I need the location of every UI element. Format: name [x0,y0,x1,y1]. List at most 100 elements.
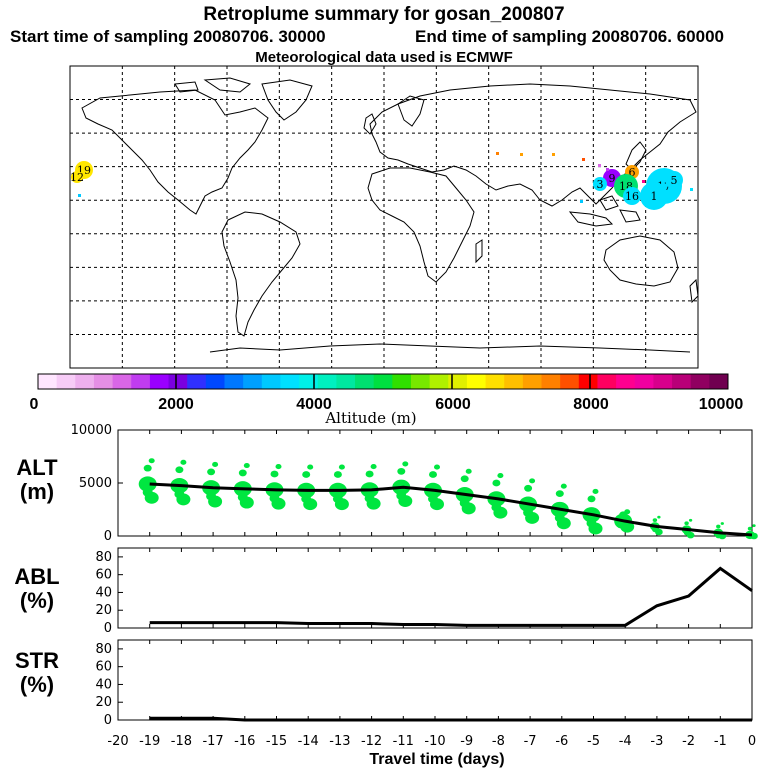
altitude-particle [752,524,756,528]
series-line [149,716,752,722]
plume-cluster-label: 3 [597,178,604,191]
altitude-particle [434,464,440,470]
panel-1: ABL(%) 80 60 40 20 0 [14,547,753,636]
altitude-particle [716,524,721,529]
end-time-label: End time of sampling 20080706. 60000 [415,27,724,46]
altitude-particle [652,527,658,533]
colorbar-cell [578,374,598,389]
colorbar-cell [709,374,729,389]
colorbar-cell [690,374,710,389]
coast-arctic-islands [174,77,252,93]
figure-title: Retroplume summary for gosan_200807 [203,4,564,25]
altitude-particle [624,509,631,515]
colorbar-tick: 0 [30,396,39,413]
altitude-particle [747,526,753,531]
y-tick-label: 0 [104,529,112,544]
plume-cluster-label: 6 [629,166,636,179]
colorbar-cell [317,374,337,389]
world-map: 191269318161715 [69,65,699,369]
altitude-particle [460,475,469,483]
coast-new-zealand [689,278,699,304]
plume-particle [520,153,523,156]
altitude-particle [560,483,567,489]
plume-particle [642,180,645,183]
altitude-particle [301,494,312,504]
colorbar-cell [560,374,580,389]
colorbar-cell [205,374,225,389]
altitude-particle [175,466,184,474]
plume-particle [606,168,609,171]
altitude-particle [750,532,758,540]
colorbar-cell [280,374,300,389]
y-tick-label: 60 [95,660,112,675]
y-tick-label: 40 [95,677,112,692]
plume-cluster-label: 5 [671,174,678,187]
colorbar-cell [634,374,654,389]
plume-particle [552,153,555,156]
x-tick-label: -15 [266,734,287,749]
start-time-label: Start time of sampling 20080706. 30000 [10,27,326,46]
plume-particle [690,188,693,191]
x-axis-label: Travel time (days) [369,751,504,768]
panel-label: ALT [16,455,58,480]
colorbar-tick: 4000 [296,396,332,413]
panel-frame [117,639,753,721]
y-tick-label: 80 [95,642,112,657]
altitude-particle [396,491,407,500]
colorbar-tick: 8000 [573,396,609,413]
altitude-particle [652,518,658,522]
altitude-particle [148,458,155,464]
altitude-particle [688,518,693,522]
met-data-label: Meteorological data used is ECMWF [255,49,513,66]
altitude-particle [142,488,153,497]
x-tick-label: -6 [555,734,568,749]
plume-cluster-marker [665,171,683,189]
x-tick-label: -19 [139,734,160,749]
colorbar-cell [429,374,449,389]
altitude-particle [657,515,661,519]
altitude-particle [492,479,501,487]
altitude-particle [465,468,472,474]
altitude-particle [174,489,185,499]
altitude-particle [332,494,343,504]
x-tick-label: -5 [587,734,600,749]
altitude-particle [180,459,187,465]
x-tick-label: -18 [171,734,192,749]
plume-cluster-label: 1 [651,190,658,203]
colorbar-label: Altitude (m) [324,409,416,427]
coast-australia [603,235,679,287]
plume-particle [78,194,81,197]
coast-british-isles [363,113,377,135]
colorbar-frame [37,373,729,390]
panel-frame [117,547,753,629]
x-tick-label: -17 [202,734,223,749]
altitude-particle [206,492,217,501]
panel-label: STR [15,648,59,673]
altitude-particle [491,503,502,512]
colorbar-cell [56,374,76,389]
time-series-panels: ALT(m)1000050000ABL(%)806040200STR(%)806… [14,423,758,749]
colorbar-cell [75,374,95,389]
altitude-particle [365,470,374,478]
colorbar-cell [355,374,375,389]
altitude-particle [587,495,596,503]
altitude-particle [429,471,437,478]
plume-cluster-label: 16 [625,190,639,203]
y-tick-label: 20 [95,695,112,710]
x-tick-label: -7 [524,734,537,749]
coast-north-america [81,89,269,215]
y-tick-label: 10000 [71,423,112,438]
x-tick-label: -2 [682,734,695,749]
plume-particle [582,158,585,161]
y-tick-label: 0 [104,621,112,636]
x-tick-label: -10 [424,734,445,749]
x-tick-label: -16 [234,734,255,749]
altitude-particle [428,494,438,504]
map-gridlines [70,66,698,368]
colorbar-cell [485,374,505,389]
plume-particle [580,200,583,203]
altitude-particle [138,476,157,492]
altitude-particle [529,478,536,484]
colorbar-cell [522,374,543,389]
